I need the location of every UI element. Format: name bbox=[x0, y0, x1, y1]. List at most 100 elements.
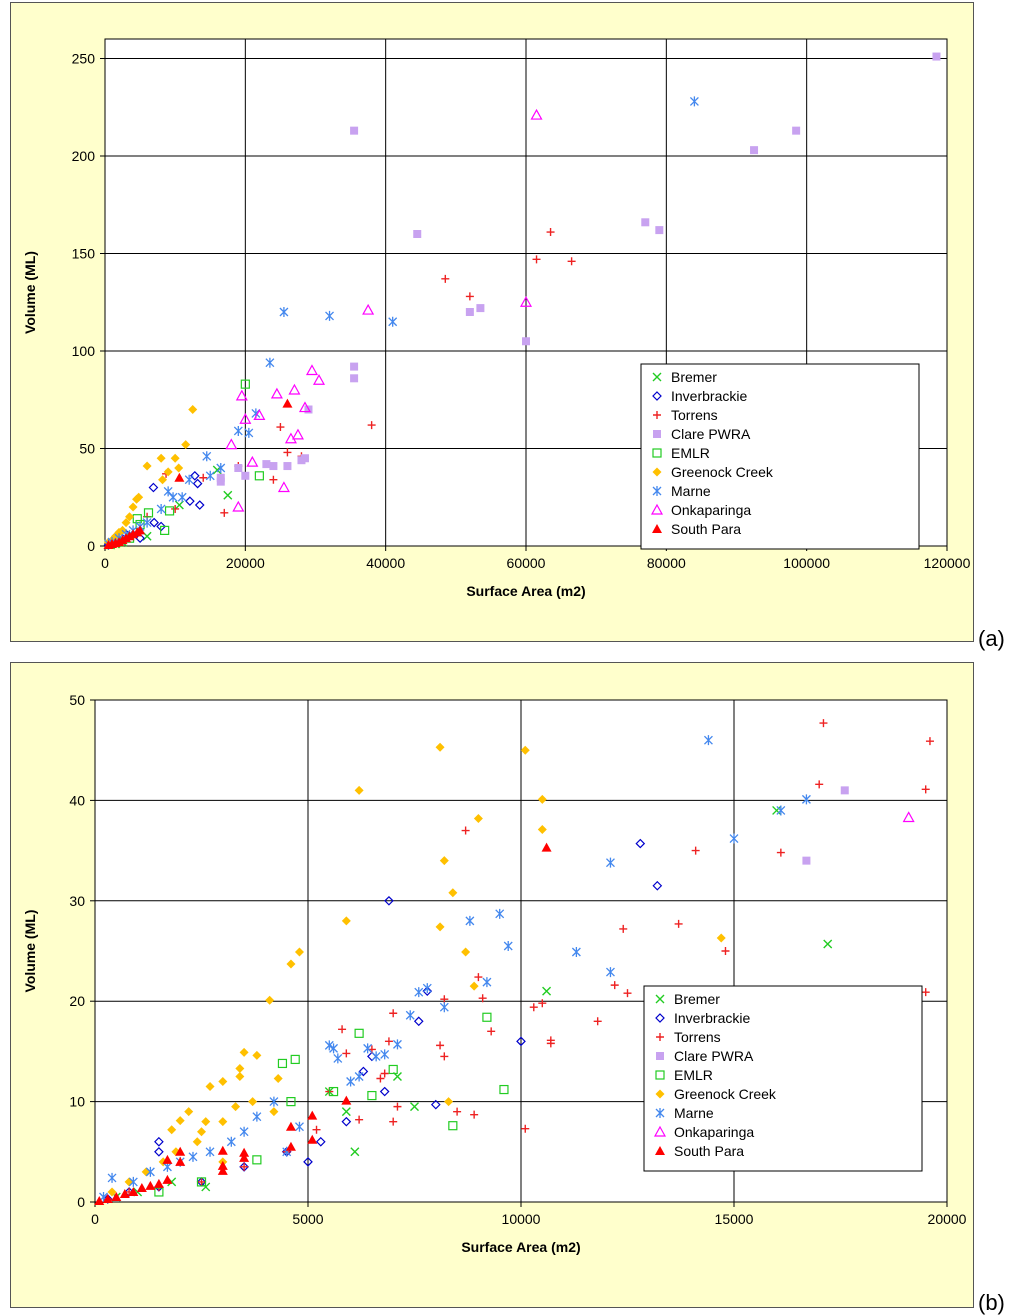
data-point bbox=[925, 737, 934, 746]
data-point bbox=[175, 1146, 186, 1156]
legend-entry: Marne bbox=[674, 1105, 714, 1121]
data-point bbox=[393, 1102, 402, 1111]
data-point bbox=[216, 477, 225, 486]
data-point bbox=[355, 1115, 364, 1124]
data-point bbox=[223, 490, 233, 500]
data-point bbox=[571, 947, 581, 958]
data-point bbox=[729, 833, 739, 844]
legend-entry: Onkaparinga bbox=[671, 502, 751, 518]
legend-marker bbox=[652, 448, 662, 458]
data-point bbox=[410, 1102, 419, 1112]
data-point bbox=[277, 481, 290, 493]
data-point bbox=[520, 745, 530, 755]
data-point bbox=[290, 1054, 300, 1065]
data-point bbox=[516, 1036, 526, 1047]
x-tick-label: 100000 bbox=[783, 555, 830, 571]
series-greenock-creek bbox=[107, 742, 726, 1197]
series-emlr bbox=[154, 1012, 509, 1197]
legend: Bremer Inverbrackie Torrens Clare PWRA EMLR G… bbox=[643, 985, 923, 1172]
data-point bbox=[440, 995, 449, 1004]
data-point bbox=[537, 825, 547, 835]
data-point bbox=[921, 988, 930, 997]
data-point bbox=[341, 916, 351, 926]
data-point bbox=[128, 502, 138, 512]
y-tick-label: 250 bbox=[72, 51, 96, 67]
data-point bbox=[453, 1107, 462, 1116]
data-point bbox=[199, 473, 208, 482]
data-point bbox=[201, 1117, 211, 1127]
data-point bbox=[384, 1037, 393, 1046]
data-point bbox=[367, 1090, 377, 1101]
data-point bbox=[163, 486, 173, 497]
data-point bbox=[776, 848, 785, 857]
data-point bbox=[102, 1193, 113, 1203]
data-point bbox=[902, 811, 915, 823]
data-point bbox=[388, 316, 398, 327]
legend-marker bbox=[656, 1033, 664, 1041]
data-point bbox=[362, 303, 375, 315]
data-point bbox=[265, 995, 275, 1005]
series-marne bbox=[99, 735, 811, 1202]
data-point bbox=[246, 455, 259, 467]
data-point bbox=[192, 478, 203, 489]
data-point bbox=[635, 838, 646, 849]
data-point bbox=[231, 1102, 241, 1112]
data-point bbox=[154, 1136, 164, 1147]
data-point bbox=[288, 383, 301, 395]
y-axis-title: Volume (ML) bbox=[22, 910, 38, 993]
data-point bbox=[145, 1180, 156, 1190]
data-point bbox=[376, 1074, 385, 1083]
data-point bbox=[205, 470, 215, 481]
x-tick-label: 40000 bbox=[366, 555, 405, 571]
data-point bbox=[422, 983, 432, 994]
data-point bbox=[652, 880, 663, 891]
data-point bbox=[156, 453, 166, 463]
x-tick-label: 20000 bbox=[226, 555, 265, 571]
data-point bbox=[240, 379, 250, 389]
legend-marker bbox=[650, 503, 664, 515]
chart-panel-b: 0 5000 10000 15000 20000 0 10 20 30 40 50 Surface A… bbox=[10, 662, 974, 1308]
data-points bbox=[94, 719, 934, 1205]
data-point bbox=[380, 1069, 389, 1078]
data-point bbox=[522, 337, 530, 346]
data-point bbox=[465, 915, 475, 926]
data-point bbox=[158, 475, 168, 485]
data-point bbox=[189, 470, 200, 481]
y-tick-label: 50 bbox=[69, 692, 85, 708]
legend-entry: Inverbrackie bbox=[671, 388, 747, 404]
data-point bbox=[285, 1121, 296, 1131]
legend-marker bbox=[653, 411, 661, 419]
y-tick-label: 30 bbox=[69, 893, 85, 909]
y-tick-label: 10 bbox=[69, 1094, 85, 1110]
data-point bbox=[932, 52, 941, 61]
data-point bbox=[205, 1082, 215, 1092]
scatter-chart-a: 0 20000 40000 60000 80000 100000 120000 0 50 100 1… bbox=[22, 38, 971, 599]
x-tick-label: 0 bbox=[101, 555, 109, 571]
panel-label-a: (a) bbox=[978, 626, 1005, 651]
data-point bbox=[772, 805, 782, 815]
data-point bbox=[239, 1152, 250, 1162]
data-point bbox=[303, 1156, 313, 1167]
series-south-para bbox=[94, 842, 552, 1205]
data-point bbox=[388, 1064, 398, 1075]
data-point bbox=[197, 1177, 206, 1186]
data-point bbox=[239, 1047, 249, 1057]
legend-entry: EMLR bbox=[674, 1067, 713, 1083]
data-point bbox=[350, 362, 359, 371]
data-point bbox=[111, 1191, 122, 1201]
data-point bbox=[341, 1095, 352, 1105]
data-point bbox=[691, 846, 700, 855]
data-point bbox=[499, 1084, 509, 1095]
data-point bbox=[216, 463, 226, 473]
data-point bbox=[815, 780, 824, 789]
data-point bbox=[202, 451, 212, 462]
data-point bbox=[674, 919, 683, 928]
data-point bbox=[282, 398, 293, 408]
data-point bbox=[389, 1009, 398, 1018]
data-point bbox=[921, 785, 930, 794]
data-point bbox=[482, 1012, 492, 1022]
data-point bbox=[435, 742, 445, 752]
data-point bbox=[239, 413, 252, 424]
data-point bbox=[541, 842, 552, 852]
data-point bbox=[177, 492, 187, 503]
